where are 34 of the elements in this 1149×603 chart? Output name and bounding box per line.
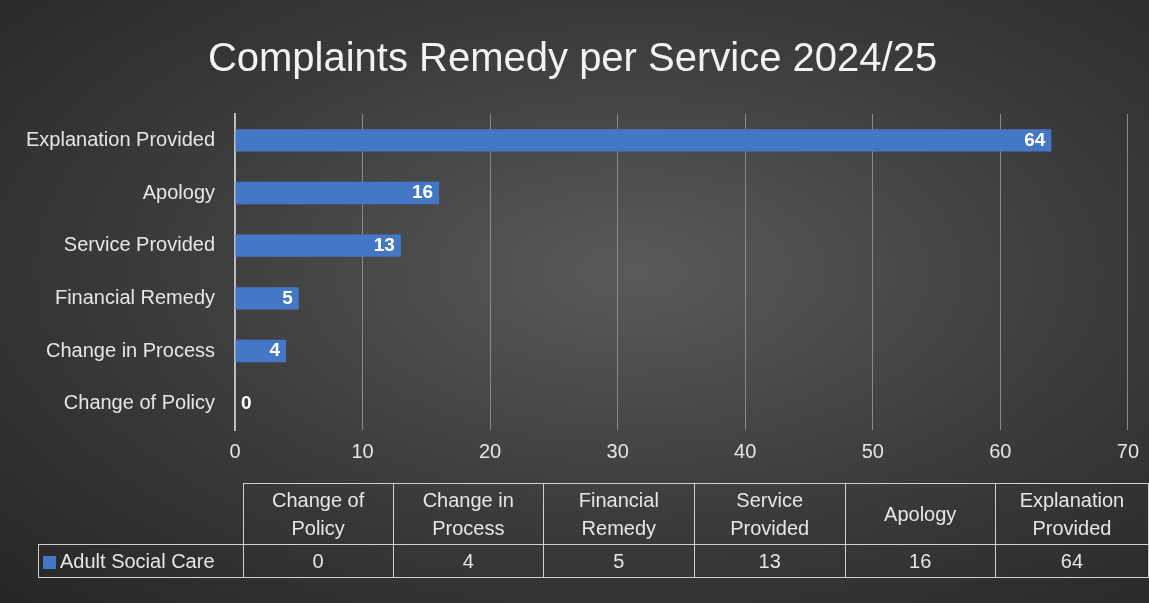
data-label: 5 bbox=[282, 286, 294, 308]
data-label: 0 bbox=[243, 544, 394, 578]
x-tick-label: 50 bbox=[861, 439, 884, 462]
data-label: 64 bbox=[995, 544, 1149, 578]
legend-label: Adult Social Care bbox=[60, 550, 215, 572]
y-tick-label: Service Provided bbox=[63, 233, 216, 256]
x-tick-label: 40 bbox=[734, 439, 757, 462]
y-tick-label: Explanation Provided bbox=[26, 127, 216, 150]
y-tick-label: Change in Process bbox=[46, 338, 216, 361]
data-label: 13 bbox=[373, 233, 395, 255]
x-tick-label: 20 bbox=[478, 439, 502, 462]
category-label: Apology bbox=[845, 483, 996, 545]
chart-title: Complaints Remedy per Service 2024/25 bbox=[207, 35, 938, 80]
y-tick-label: Change of Policy bbox=[63, 391, 216, 414]
data-label: 16 bbox=[411, 181, 434, 203]
category-label: Change of Policy bbox=[243, 483, 394, 545]
y-tick-label: Financial Remedy bbox=[54, 285, 216, 308]
data-label: 0 bbox=[241, 391, 252, 413]
x-tick-label: 70 bbox=[1116, 439, 1139, 462]
x-tick-label: 60 bbox=[989, 439, 1012, 462]
data-label: 4 bbox=[393, 544, 544, 578]
x-tick-label: 0 bbox=[229, 439, 241, 462]
data-label: 16 bbox=[845, 544, 996, 578]
x-tick-label: 30 bbox=[606, 439, 629, 462]
y-tick-label: Apology bbox=[142, 180, 216, 203]
category-label: Financial Remedy bbox=[543, 483, 695, 545]
category-label: Service Provided bbox=[694, 483, 846, 545]
category-label: Change in Process bbox=[393, 483, 544, 545]
data-label: 5 bbox=[543, 544, 695, 578]
data-label: 4 bbox=[269, 339, 281, 361]
data-label: 13 bbox=[694, 544, 846, 578]
x-tick-label: 10 bbox=[351, 439, 374, 462]
data-label: 64 bbox=[1024, 128, 1046, 150]
category-label: Explanation Provided bbox=[995, 483, 1149, 545]
